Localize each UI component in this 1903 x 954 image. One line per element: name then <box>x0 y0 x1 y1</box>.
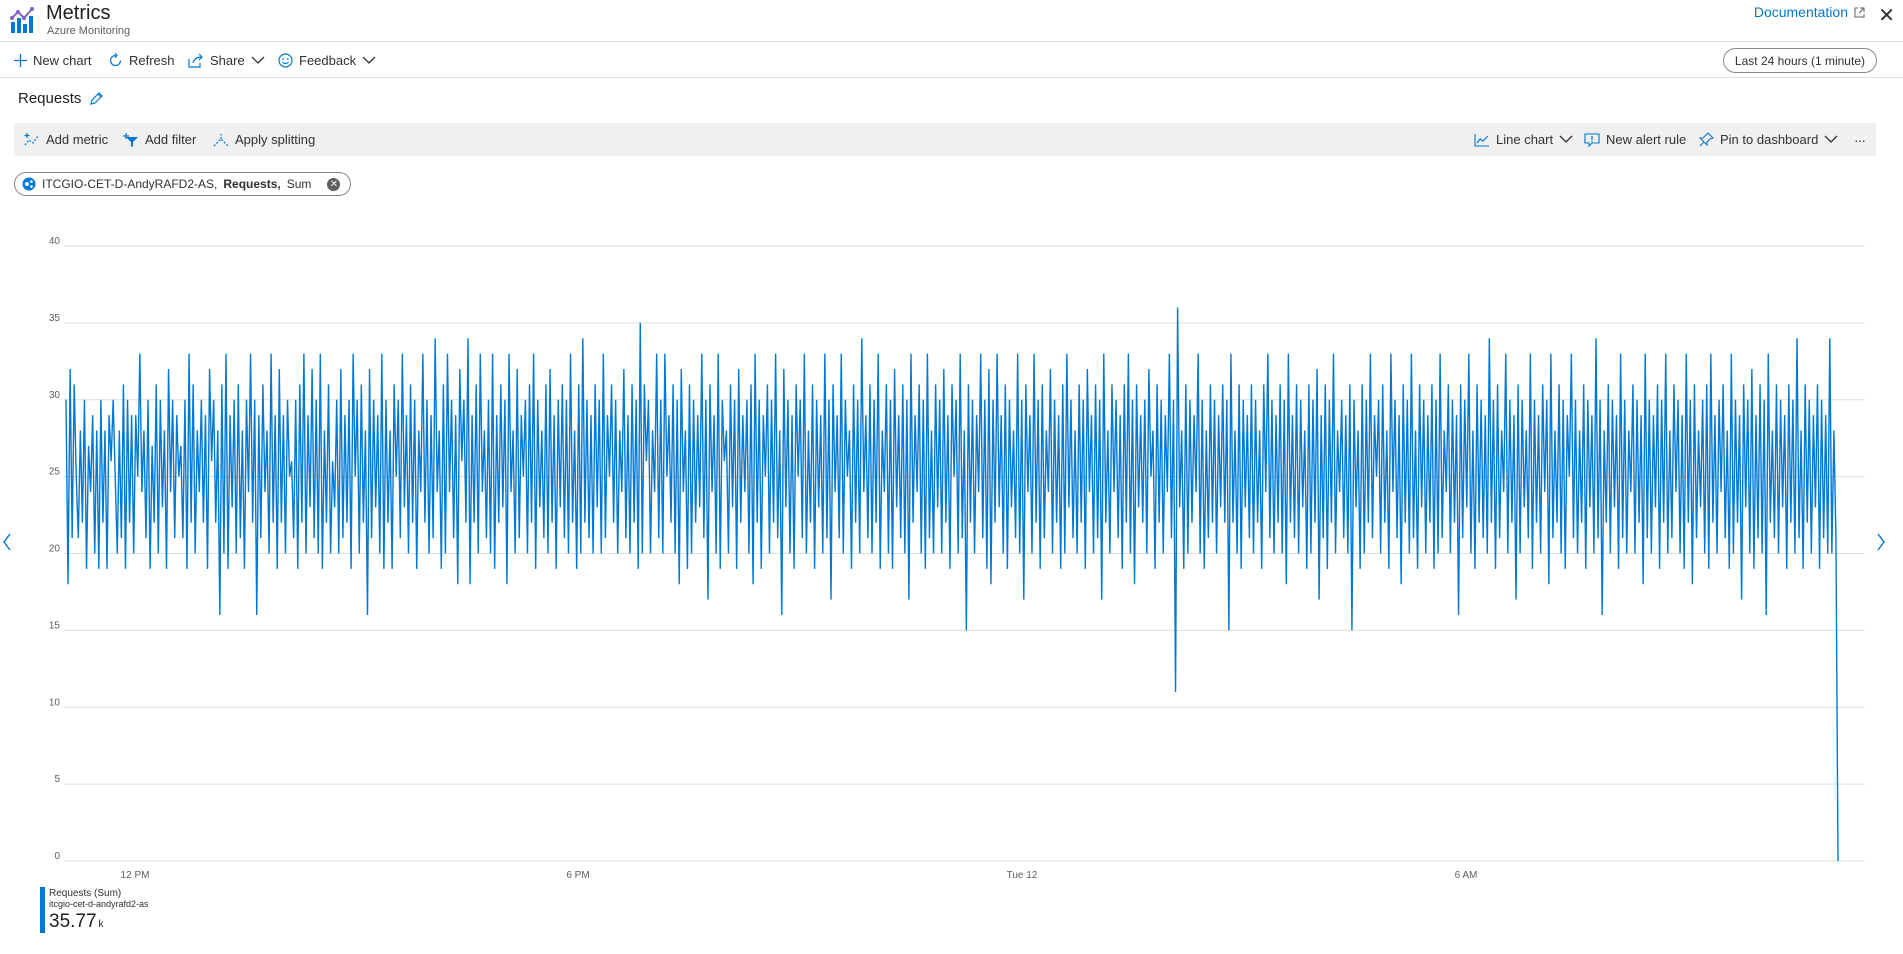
metric-name: Requests, <box>223 177 281 191</box>
chevron-down-icon <box>362 56 376 64</box>
metric-aggregation: Sum <box>286 177 312 191</box>
smiley-icon <box>278 53 293 68</box>
refresh-button[interactable]: Refresh <box>108 43 175 78</box>
y-tick-label: 10 <box>49 697 61 708</box>
splitting-icon <box>213 133 229 146</box>
chart-type-dropdown[interactable]: Line chart <box>1474 123 1573 156</box>
legend-value: 35.77 k <box>49 911 104 933</box>
documentation-label: Documentation <box>1753 4 1848 20</box>
x-tick-label: Tue 12 <box>1007 870 1038 880</box>
documentation-link[interactable]: Documentation <box>1754 4 1865 20</box>
apply-splitting-button[interactable]: Apply splitting <box>213 123 315 156</box>
new-chart-label: New chart <box>33 53 92 68</box>
requests-line-chart: 0 5 10 15 20 25 30 35 40 12 PM 6 PM Tue 12 6 AM <box>49 236 1865 880</box>
add-metric-label: Add metric <box>46 132 109 147</box>
command-bar: New chart Refresh Share Feedback Last 24… <box>0 43 1903 78</box>
title-bar: Metrics Azure Monitoring Documentation ✕ <box>0 0 1903 42</box>
metrics-chart-icon <box>10 7 34 33</box>
pin-to-dashboard-label: Pin to dashboard <box>1720 132 1819 147</box>
new-alert-rule-label: New alert rule <box>1606 132 1687 147</box>
refresh-label: Refresh <box>129 53 175 68</box>
chart-toolbar: Add metric Add filter Apply splitting Li… <box>14 123 1876 156</box>
refresh-icon <box>109 53 122 67</box>
legend-value-number: 35.77 <box>49 911 97 932</box>
line-chart-icon <box>1474 133 1489 147</box>
feedback-button[interactable]: Feedback <box>278 43 376 78</box>
chart-title-label: Requests <box>18 90 82 107</box>
close-icon[interactable]: ✕ <box>1878 5 1895 27</box>
add-metric-button[interactable]: Add metric <box>24 123 108 156</box>
external-link-icon <box>1854 7 1865 17</box>
y-tick-label: 25 <box>49 467 61 478</box>
add-filter-button[interactable]: Add filter <box>123 123 196 156</box>
chart-type-label: Line chart <box>1496 132 1554 147</box>
pencil-icon[interactable] <box>89 91 104 106</box>
legend-color-swatch <box>40 887 45 933</box>
y-tick-label: 30 <box>49 390 61 401</box>
time-range-picker[interactable]: Last 24 hours (1 minute) <box>1722 48 1877 73</box>
y-tick-label: 5 <box>54 774 60 785</box>
chevron-down-icon <box>1559 135 1573 143</box>
pin-to-dashboard-dropdown[interactable]: Pin to dashboard <box>1699 123 1838 156</box>
metric-resource: ITCGIO-CET-D-AndyRAFD2-AS, <box>42 177 218 191</box>
chevron-down-icon <box>251 56 265 64</box>
chevron-down-icon <box>1824 135 1838 143</box>
y-tick-label: 15 <box>49 620 61 631</box>
more-options-button[interactable]: ··· <box>1854 131 1866 148</box>
chevron-right-icon[interactable] <box>1876 532 1886 552</box>
add-filter-label: Add filter <box>145 132 197 147</box>
x-tick-label: 6 AM <box>1455 870 1478 880</box>
add-metric-icon <box>24 132 39 145</box>
plus-icon <box>14 54 27 67</box>
share-button[interactable]: Share <box>188 43 265 78</box>
app-subtitle: Azure Monitoring <box>47 25 131 37</box>
remove-metric-icon[interactable]: ✕ <box>327 177 341 191</box>
legend-value-unit: k <box>98 919 104 930</box>
alert-icon <box>1584 132 1600 147</box>
legend-resource: itcgio-cet-d-andyrafd2-as <box>49 899 149 909</box>
y-tick-label: 35 <box>49 313 61 324</box>
app-service-icon <box>22 177 36 191</box>
chart-title: Requests <box>18 90 104 107</box>
x-tick-label: 6 PM <box>566 870 589 880</box>
share-icon <box>188 53 203 68</box>
app-title: Metrics <box>46 2 111 24</box>
share-label: Share <box>210 53 245 68</box>
legend-series-name: Requests (Sum) <box>49 888 122 899</box>
filter-icon <box>123 132 138 147</box>
x-tick-label: 12 PM <box>121 870 150 880</box>
new-chart-button[interactable]: New chart <box>14 43 92 78</box>
metric-pill[interactable]: ITCGIO-CET-D-AndyRAFD2-AS, Requests, Sum… <box>14 172 352 196</box>
y-tick-label: 0 <box>54 851 60 862</box>
new-alert-rule-button[interactable]: New alert rule <box>1584 123 1686 156</box>
series-line <box>65 307 1839 862</box>
y-tick-label: 20 <box>49 544 61 555</box>
pin-icon <box>1699 132 1714 147</box>
chevron-left-icon[interactable] <box>2 532 12 552</box>
feedback-label: Feedback <box>299 53 357 68</box>
y-tick-label: 40 <box>49 236 61 247</box>
apply-splitting-label: Apply splitting <box>235 132 316 147</box>
